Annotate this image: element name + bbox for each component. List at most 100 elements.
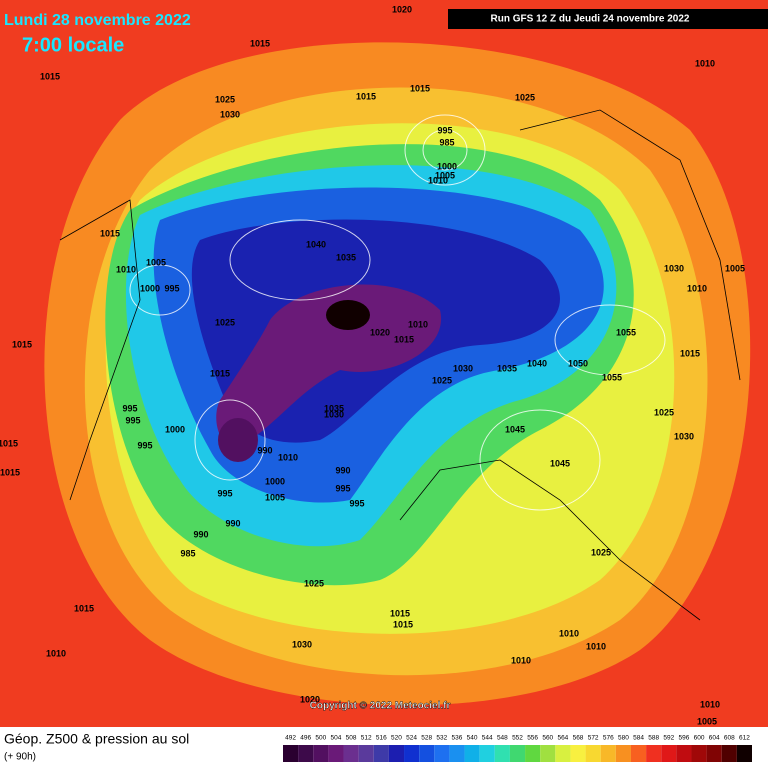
isobar-label: 1020 <box>392 4 412 14</box>
map-date: Lundi 28 novembre 2022 <box>4 12 191 29</box>
colorbar-cell <box>388 745 405 762</box>
isobar-label: 1020 <box>370 327 390 337</box>
colorbar-cell <box>540 745 556 762</box>
colorbar-label: 608 <box>724 735 735 742</box>
isobar-label: 1025 <box>304 578 324 588</box>
isobar-label: 1045 <box>505 424 525 434</box>
colorbar-cell <box>449 745 465 762</box>
isobar-label: 1005 <box>146 257 166 267</box>
isobar-label: 1010 <box>695 58 715 68</box>
footer-title: Géop. Z500 & pression au sol <box>4 731 189 747</box>
isobar-label: 995 <box>335 483 350 493</box>
colorbar-label: 572 <box>588 735 599 742</box>
isobar-label: 995 <box>137 440 152 450</box>
colorbar-label: 584 <box>633 735 644 742</box>
colorbar-label: 576 <box>603 735 614 742</box>
isobar-label: 1015 <box>390 608 410 618</box>
isobar-label: 1025 <box>215 94 235 104</box>
isobar-label: 1015 <box>680 348 700 358</box>
run-info: Run GFS 12 Z du Jeudi 24 novembre 2022 <box>491 14 690 25</box>
isobar-label: 1010 <box>687 283 707 293</box>
isobar-label: 1015 <box>394 334 414 344</box>
colorbar-cell <box>721 745 737 762</box>
colorbar-cell <box>283 745 299 762</box>
isobar-label: 1030 <box>453 363 473 373</box>
isobar-label: 1030 <box>674 431 694 441</box>
isobar-label: 1010 <box>700 699 720 709</box>
isobar-label: 1005 <box>435 170 455 180</box>
zone <box>218 418 258 462</box>
colorbar-cell <box>585 745 601 762</box>
colorbar-label: 560 <box>542 735 553 742</box>
isobar-label: 995 <box>125 415 140 425</box>
colorbar-cell <box>479 745 495 762</box>
isobar-label: 1025 <box>591 547 611 557</box>
zone <box>326 300 370 330</box>
isobar-label: 1040 <box>527 358 547 368</box>
isobar-label: 995 <box>122 403 137 413</box>
colorbar-label: 512 <box>361 735 372 742</box>
isobar <box>129 264 191 316</box>
isobar-label: 990 <box>335 465 350 475</box>
isobar-label: 1000 <box>165 424 185 434</box>
isobar-label: 1015 <box>210 368 230 378</box>
zone <box>216 284 442 446</box>
isobar-label: 1015 <box>0 467 20 477</box>
colorbar-cell <box>615 745 631 762</box>
colorbar-cell <box>630 745 647 762</box>
isobar-label: 990 <box>257 445 272 455</box>
colorbar-label: 500 <box>315 735 326 742</box>
isobar-label: 995 <box>164 283 179 293</box>
colorbar-label: 504 <box>331 735 342 742</box>
colorbar-cell <box>343 745 359 762</box>
isobar-label: 995 <box>217 488 232 498</box>
isobar-label: 1030 <box>292 639 312 649</box>
isobar <box>194 399 266 481</box>
isobar-label: 1015 <box>12 339 32 349</box>
isobar-label: 1010 <box>511 655 531 665</box>
isobar <box>554 304 666 376</box>
colorbar-cell <box>691 745 707 762</box>
colorbar-cell <box>434 745 450 762</box>
colorbar-label: 536 <box>452 735 463 742</box>
colorbar-label: 520 <box>391 735 402 742</box>
isobar-label: 1005 <box>725 263 745 273</box>
isobar-label: 1015 <box>356 91 376 101</box>
isobar-label: 995 <box>437 125 452 135</box>
coastline <box>519 109 741 381</box>
isobar-label: 1020 <box>300 694 320 704</box>
isobar <box>404 114 486 186</box>
colorbar-label: 592 <box>663 735 674 742</box>
isobar-label: 990 <box>225 518 240 528</box>
colorbar-label: 528 <box>421 735 432 742</box>
isobar-label: 1055 <box>602 372 622 382</box>
colorbar-label: 568 <box>573 735 584 742</box>
colorbar-label: 524 <box>406 735 417 742</box>
isobar-label: 985 <box>439 137 454 147</box>
colorbar-cell <box>570 745 586 762</box>
colorbar-label: 600 <box>694 735 705 742</box>
isobar-label: 1005 <box>697 716 717 726</box>
colorbar-label: 516 <box>376 735 387 742</box>
isobar-label: 1010 <box>278 452 298 462</box>
coastline <box>59 199 141 501</box>
isobar-label: 1010 <box>46 648 66 658</box>
copyright: Copyright © 2022 Meteociel.fr <box>310 701 451 712</box>
footer-lead: (+ 90h) <box>4 752 36 763</box>
isobar-label: 1055 <box>616 327 636 337</box>
colorbar-label: 564 <box>557 735 568 742</box>
isobar <box>479 409 601 511</box>
isobar-label: 1035 <box>336 252 356 262</box>
colorbar-cell <box>419 745 435 762</box>
colorbar-cell <box>358 745 374 762</box>
isobar-label: 1030 <box>664 263 684 273</box>
isobar-label: 1025 <box>654 407 674 417</box>
isobar-label: 1010 <box>586 641 606 651</box>
isobar-label: 1010 <box>559 628 579 638</box>
isobar-label: 1010 <box>408 319 428 329</box>
isobar <box>229 219 371 301</box>
colorbar-label: 588 <box>648 735 659 742</box>
isobar-label: 1000 <box>140 283 160 293</box>
isobar-label: 1035 <box>324 403 344 413</box>
colorbar-label: 612 <box>739 735 750 742</box>
